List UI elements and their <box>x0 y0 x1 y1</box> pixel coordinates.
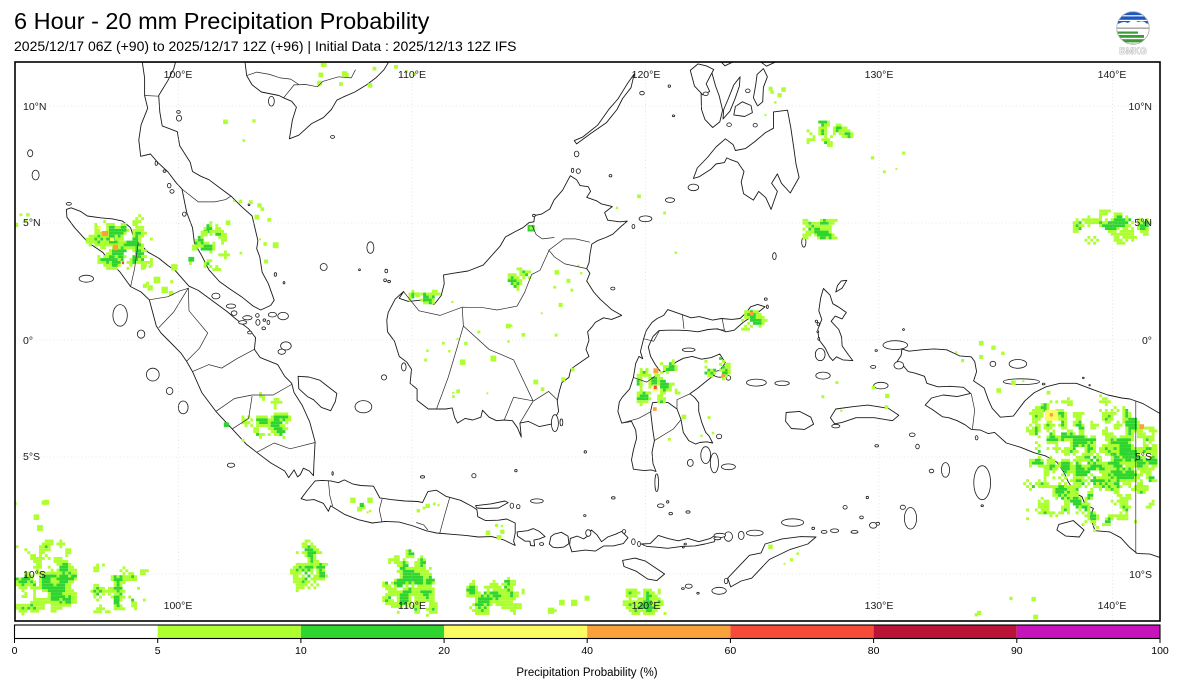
svg-text:100°E: 100°E <box>164 600 193 612</box>
svg-text:Precipitation Probability (%): Precipitation Probability (%) <box>516 667 657 679</box>
svg-text:40: 40 <box>581 645 593 657</box>
svg-text:10°N: 10°N <box>23 101 46 113</box>
svg-text:0°: 0° <box>23 335 33 347</box>
svg-text:5: 5 <box>155 645 161 657</box>
svg-text:5°S: 5°S <box>1135 451 1152 463</box>
svg-text:120°E: 120°E <box>632 600 661 612</box>
svg-text:10°S: 10°S <box>23 569 46 581</box>
svg-text:130°E: 130°E <box>865 600 894 612</box>
svg-text:5°N: 5°N <box>1134 217 1152 229</box>
svg-text:130°E: 130°E <box>865 69 894 81</box>
svg-text:110°E: 110°E <box>398 600 426 612</box>
svg-text:60: 60 <box>725 645 737 657</box>
svg-text:100: 100 <box>1151 645 1169 657</box>
svg-text:2025/12/17 06Z (+90) to 2025/1: 2025/12/17 06Z (+90) to 2025/12/17 12Z (… <box>14 38 517 54</box>
svg-text:100°E: 100°E <box>164 69 193 81</box>
svg-text:90: 90 <box>1011 645 1023 657</box>
svg-text:140°E: 140°E <box>1098 69 1127 81</box>
svg-text:110°E: 110°E <box>398 69 426 81</box>
svg-text:20: 20 <box>438 645 450 657</box>
svg-text:6 Hour - 20 mm Precipitation P: 6 Hour - 20 mm Precipitation Probability <box>14 8 430 34</box>
svg-text:140°E: 140°E <box>1098 600 1127 612</box>
svg-text:10°S: 10°S <box>1129 569 1152 581</box>
svg-text:5°N: 5°N <box>23 217 41 229</box>
svg-text:10°N: 10°N <box>1129 101 1152 113</box>
svg-text:10: 10 <box>295 645 307 657</box>
svg-text:80: 80 <box>868 645 880 657</box>
svg-text:120°E: 120°E <box>632 69 661 81</box>
svg-text:0: 0 <box>12 645 18 657</box>
svg-text:0°: 0° <box>1142 335 1152 347</box>
svg-text:BMKG: BMKG <box>1119 46 1147 56</box>
svg-text:5°S: 5°S <box>23 451 40 463</box>
